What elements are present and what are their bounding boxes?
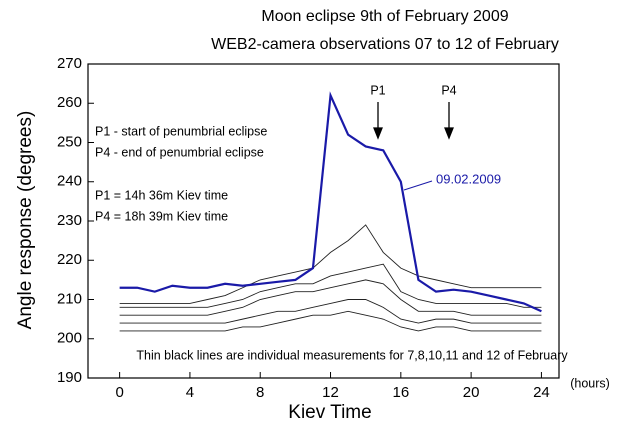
footnote: Thin black lines are individual measurem… bbox=[136, 348, 568, 362]
x-tick-label: 12 bbox=[322, 384, 339, 401]
chart-subtitle: WEB2-camera observations 07 to 12 of Feb… bbox=[211, 36, 559, 53]
series-line bbox=[119, 279, 542, 316]
y-tick-label: 260 bbox=[57, 94, 82, 111]
x-tick-label: 24 bbox=[533, 384, 550, 401]
series-line bbox=[119, 310, 542, 332]
annotation: P4 = 18h 39m Kiev time bbox=[95, 209, 228, 223]
y-tick-label: 190 bbox=[57, 369, 82, 386]
x-tick-label: 8 bbox=[256, 384, 264, 401]
leader-line bbox=[403, 180, 433, 191]
y-tick-label: 240 bbox=[57, 173, 82, 190]
y-tick-label: 200 bbox=[57, 330, 82, 347]
y-tick-label: 230 bbox=[57, 212, 82, 229]
annotation: P4 - end of penumbrial eclipse bbox=[95, 145, 264, 159]
series-line bbox=[119, 263, 542, 308]
series-line bbox=[119, 91, 542, 313]
series-line bbox=[119, 224, 542, 304]
arrow-head bbox=[444, 127, 454, 140]
x-axis-label: Kiev Time bbox=[288, 402, 371, 423]
series-line bbox=[119, 299, 542, 324]
arrow-head bbox=[373, 127, 383, 140]
marker-label: P1 bbox=[370, 83, 385, 97]
x-tick-label: 0 bbox=[115, 384, 123, 401]
y-tick-label: 220 bbox=[57, 251, 82, 268]
y-tick-label: 270 bbox=[57, 55, 82, 72]
marker-label: P4 bbox=[441, 83, 456, 97]
x-unit: (hours) bbox=[570, 376, 610, 390]
x-tick-label: 20 bbox=[463, 384, 480, 401]
series-label: 09.02.2009 bbox=[436, 171, 501, 186]
arrows bbox=[373, 102, 454, 140]
x-tick-label: 4 bbox=[186, 384, 194, 401]
annotation: P1 - start of penumbrial eclipse bbox=[95, 124, 267, 138]
y-axis-label: Angle response (degrees) bbox=[15, 111, 36, 330]
x-tick-label: 16 bbox=[392, 384, 409, 401]
annotation: P1 = 14h 36m Kiev time bbox=[95, 188, 228, 202]
y-tick-label: 250 bbox=[57, 133, 82, 150]
y-tick-label: 210 bbox=[57, 290, 82, 307]
chart-title: Moon eclipse 9th of February 2009 bbox=[261, 8, 508, 25]
